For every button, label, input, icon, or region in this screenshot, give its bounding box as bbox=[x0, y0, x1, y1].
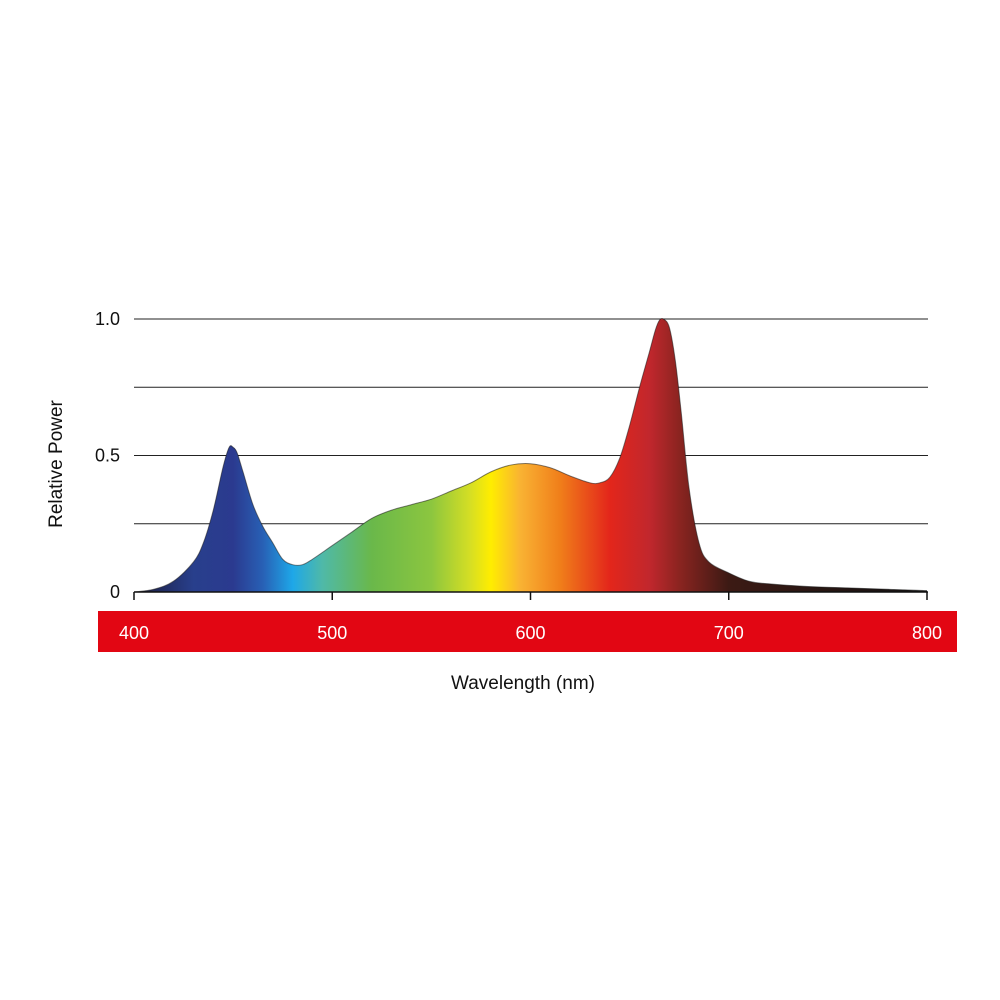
area-layer bbox=[133, 317, 928, 593]
x-tick-label: 700 bbox=[714, 623, 744, 643]
x-tick-label: 800 bbox=[912, 623, 942, 643]
y-tick-label: 1.0 bbox=[95, 309, 120, 329]
y-tick-label: 0.5 bbox=[95, 446, 120, 466]
label-layer: 400 500 600 700 800 0 0.5 1.0 Wavelength (nm) Rel… bbox=[46, 309, 942, 694]
spectrum-outline bbox=[133, 317, 928, 593]
y-tick-label: 0 bbox=[110, 582, 120, 602]
x-tick-label: 600 bbox=[515, 623, 545, 643]
axis-layer bbox=[98, 591, 957, 652]
x-tick-label: 500 bbox=[317, 623, 347, 643]
y-axis-title: Relative Power bbox=[46, 399, 67, 527]
wavelength-band bbox=[98, 611, 957, 652]
x-axis-title: Wavelength (nm) bbox=[451, 673, 595, 694]
x-tick-label: 400 bbox=[119, 623, 149, 643]
spectrum-area bbox=[134, 318, 927, 592]
